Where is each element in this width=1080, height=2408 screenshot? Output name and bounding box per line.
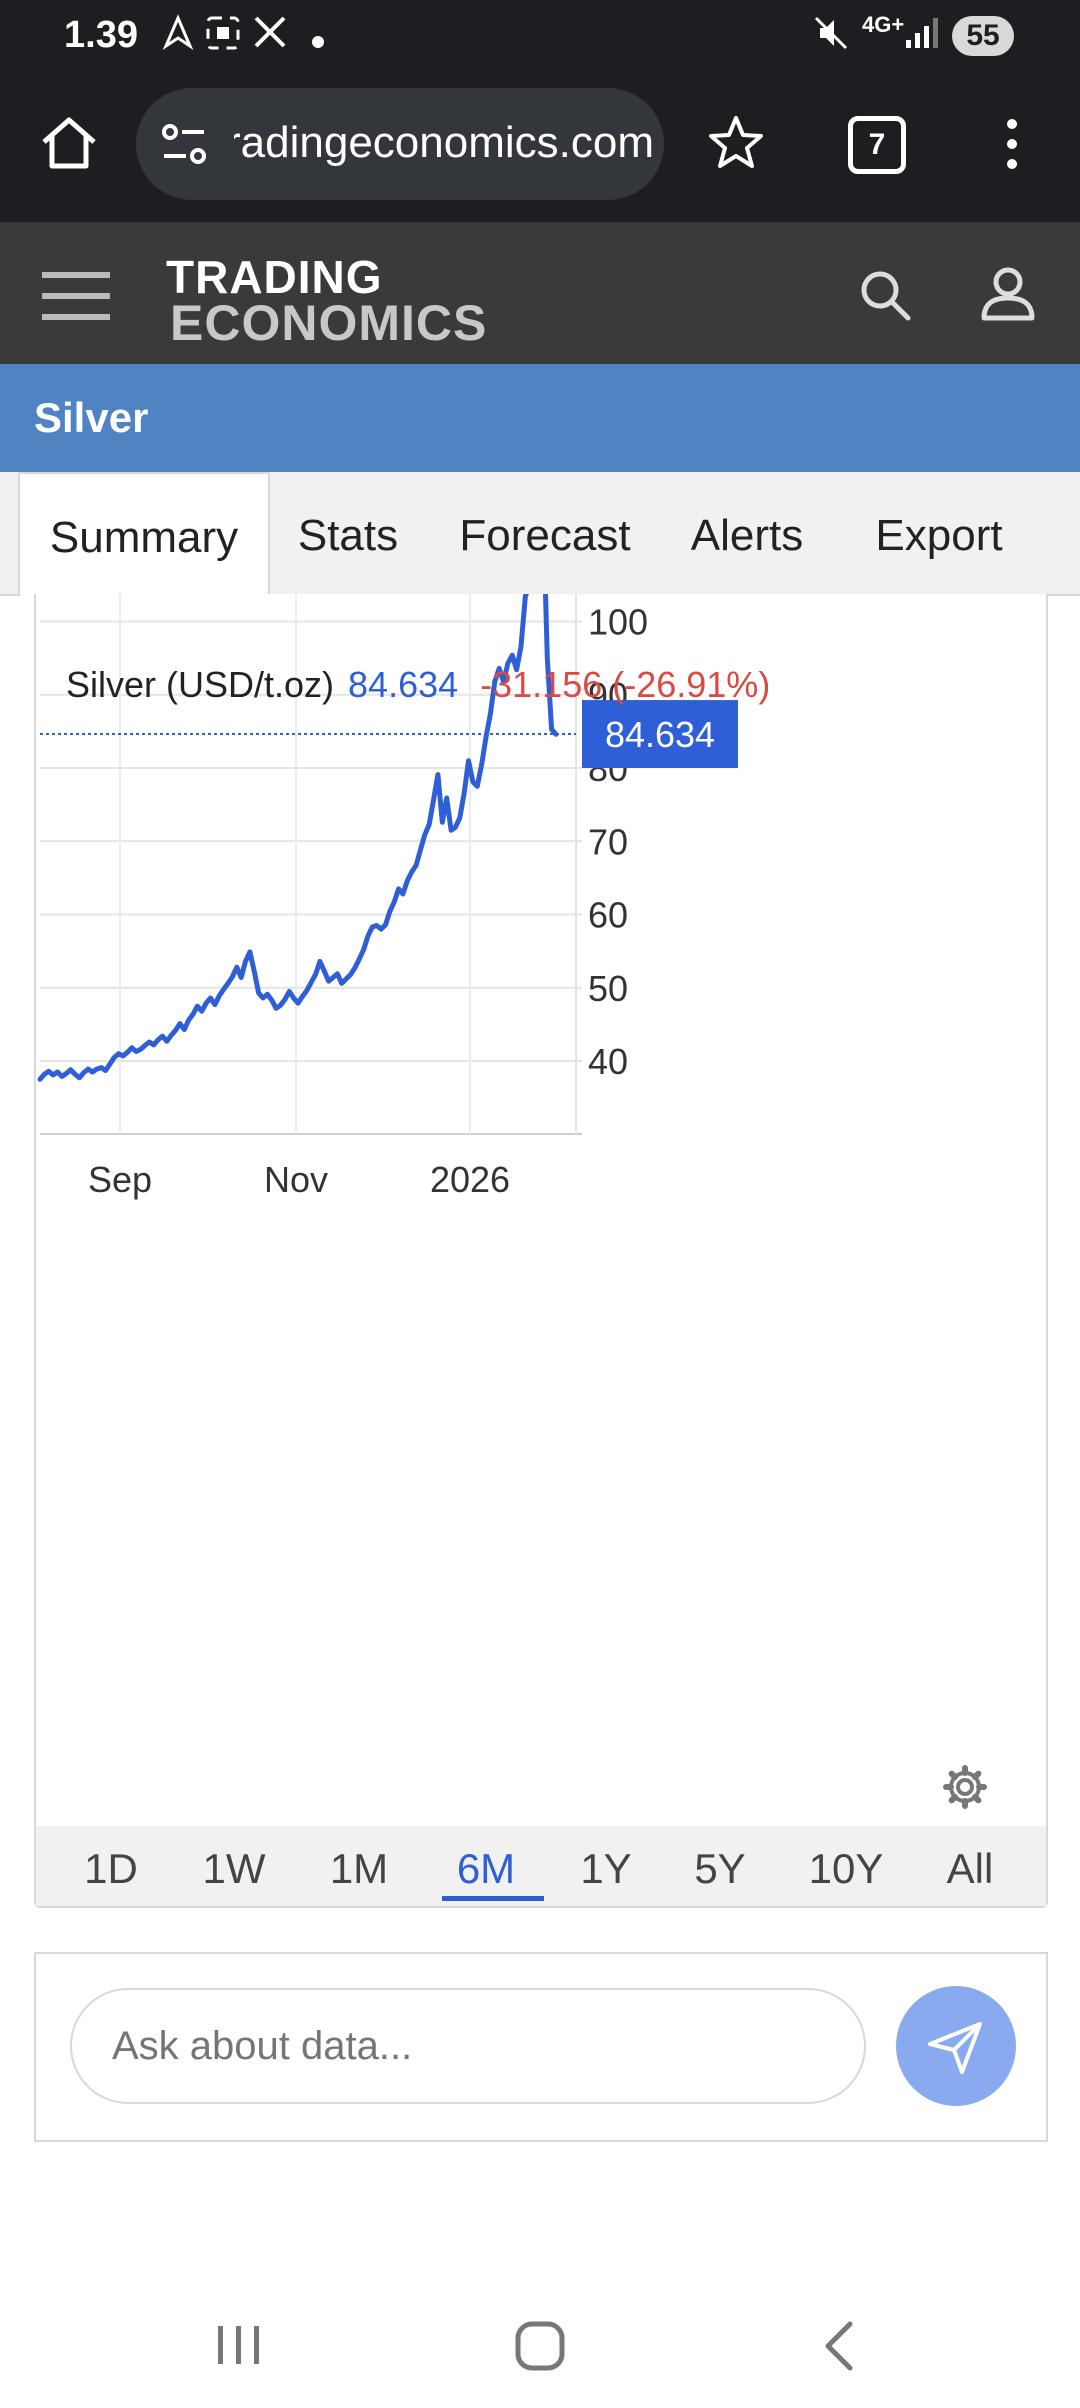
browser-toolbar: tradingeconomics.com 7 [0,72,1080,222]
range-1m[interactable]: 1M [329,1845,389,1892]
price-line [37,594,559,1082]
dot-icon [310,20,326,59]
x-axis-labels: Sep Nov 2026 [88,1159,510,1200]
price-line-group [37,594,559,1082]
tab-stats[interactable]: Stats [297,511,399,560]
range-1w[interactable]: 1W [202,1845,266,1892]
ask-card [34,1952,1048,2142]
y-tick-label: 50 [588,968,628,1009]
y-tick-label: 70 [588,821,628,862]
chart-change: -31.156 (-26.91%) [480,664,771,705]
range-all[interactable]: All [946,1845,994,1892]
network-icon: 4G+ [862,12,905,37]
x-tick-label: Nov [264,1159,328,1200]
range-10y[interactable]: 10Y [808,1845,884,1892]
logo-line-trading: TRADING [166,251,383,303]
recents-icon[interactable] [214,2322,264,2373]
tab-forecast[interactable]: Forecast [459,511,631,560]
system-nav-bar [0,2290,1080,2408]
status-bar: 1.39 4G+ 55 [0,0,1080,72]
last-value-label: 84.634 [605,714,715,755]
user-icon[interactable] [978,264,1038,329]
tab-bar: Summary Stats Forecast Alerts Export [0,472,1080,596]
logo-line-economics: ECONOMICS [170,295,488,351]
range-6m[interactable]: 6M [456,1845,516,1892]
address-bar[interactable]: tradingeconomics.com [136,88,664,200]
signal-icon [902,14,942,61]
y-tick-label: 40 [588,1041,628,1082]
menu-icon[interactable] [42,270,110,327]
search-icon[interactable] [858,268,912,327]
status-time: 1.39 [64,14,138,56]
range-1d[interactable]: 1D [84,1845,138,1892]
last-value-badge [582,700,738,769]
bookmark-star-icon[interactable] [708,114,764,175]
range-5y[interactable]: 5Y [694,1845,746,1892]
x-app-icon [252,14,288,59]
navigation-app-icon [160,14,196,59]
tab-summary[interactable]: Summary [18,472,270,596]
ask-input[interactable] [70,1988,866,2104]
tabs-icon[interactable]: 7 [848,116,906,174]
send-button[interactable] [896,1986,1016,2106]
more-vert-icon[interactable] [994,116,1030,177]
chart-settings-gear-icon[interactable] [942,1764,988,1815]
tab-alerts[interactable]: Alerts [690,511,804,560]
battery-icon: 55 [952,16,1014,56]
page-title: Silver [34,394,149,441]
range-1y[interactable]: 1Y [580,1845,632,1892]
site-info-icon[interactable] [158,118,210,175]
last-value-group: 84.634 [40,700,738,769]
y-tick-label: 100 [588,602,648,643]
tab-export[interactable]: Export [875,511,1003,560]
home-nav-icon[interactable] [514,2320,566,2377]
x-tick-label: 2026 [430,1159,510,1200]
send-icon [926,2018,984,2081]
chart-series-name: Silver (USD/t.oz) [66,664,335,705]
url-text[interactable]: tradingeconomics.com [234,118,654,167]
site-header: TRADING ECONOMICS [0,222,1080,364]
mute-icon [812,14,850,61]
y-tick-label: 60 [588,895,628,936]
chart-header: Silver (USD/t.oz) 84.634 -31.156 (-26.91%) [66,664,770,706]
range-selector: 1D 1W 1M 6M 1Y 5Y 10Y All [36,1826,1046,1906]
range-active-underline [442,1896,544,1901]
x-tick-label: Sep [88,1159,152,1200]
home-icon[interactable] [38,112,100,179]
back-icon[interactable] [820,2320,860,2377]
page-title-bar: Silver [0,364,1080,472]
screenshot-icon [204,14,242,61]
chart-current-value: 84.634 [348,664,459,705]
